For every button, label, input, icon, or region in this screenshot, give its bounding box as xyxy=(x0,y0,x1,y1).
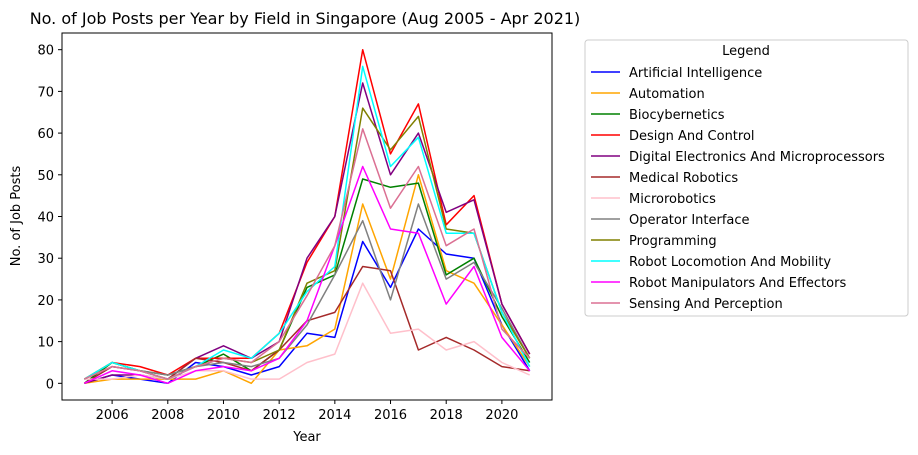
x-tick-label: 2006 xyxy=(96,408,129,423)
legend-item: Automation xyxy=(591,87,705,102)
legend-label: Artificial Intelligence xyxy=(629,66,762,81)
series-line-microrobotics xyxy=(84,282,531,380)
x-tick-label: 2018 xyxy=(430,408,463,423)
legend-item: Digital Electronics And Microprocessors xyxy=(591,150,885,165)
legend-label: Robot Locomotion And Mobility xyxy=(629,255,831,270)
legend-label: Sensing And Perception xyxy=(629,297,783,312)
x-tick-label: 2014 xyxy=(318,408,351,423)
legend-label: Automation xyxy=(629,87,705,102)
legend-items: Artificial Intelligence Automation Biocybe… xyxy=(591,66,885,312)
series-line-robot-locomotion-and-mobility xyxy=(83,65,531,380)
x-tick-label: 2012 xyxy=(263,408,296,423)
legend-item: Medical Robotics xyxy=(591,171,738,186)
x-axis-title: Year xyxy=(292,430,321,445)
legend-item: Operator Interface xyxy=(591,213,750,228)
y-tick-label: 50 xyxy=(37,169,54,184)
legend-item: Robot Locomotion And Mobility xyxy=(591,255,831,270)
legend-label: Biocybernetics xyxy=(629,108,725,123)
legend-label: Robot Manipulators And Effectors xyxy=(629,276,846,291)
legend-label: Medical Robotics xyxy=(629,171,738,186)
y-tick-label: 70 xyxy=(37,85,54,100)
series-line-artificial-intelligence xyxy=(84,228,531,385)
y-tick-label: 0 xyxy=(46,377,54,392)
legend-item: Biocybernetics xyxy=(591,108,725,123)
legend-item: Artificial Intelligence xyxy=(591,66,762,81)
x-axis-ticks: 2006 2008 2010 2012 2014 2016 2018 2020 xyxy=(96,400,518,423)
y-tick-label: 40 xyxy=(37,211,54,226)
series-line-programming xyxy=(83,107,531,380)
series-lines xyxy=(83,48,531,385)
series-line-sensing-and-perception xyxy=(83,128,531,380)
y-tick-label: 20 xyxy=(37,294,54,309)
chart-title: No. of Job Posts per Year by Field in Si… xyxy=(30,9,581,28)
legend-label: Microrobotics xyxy=(629,192,716,207)
legend-title: Legend xyxy=(722,44,770,59)
legend: Legend Artificial Intelligence Automation… xyxy=(584,39,909,317)
legend-box xyxy=(584,39,909,317)
legend-label: Operator Interface xyxy=(629,213,750,228)
x-tick-label: 2016 xyxy=(374,408,407,423)
legend-item: Design And Control xyxy=(591,129,755,144)
legend-label: Digital Electronics And Microprocessors xyxy=(629,150,885,165)
series-line-design-and-control xyxy=(83,48,531,380)
legend-label: Design And Control xyxy=(629,129,755,144)
y-axis-title: No. of Job Posts xyxy=(9,166,24,267)
series-line-operator-interface xyxy=(83,203,531,380)
y-axis-ticks: 0 10 20 30 40 50 60 70 80 xyxy=(37,44,62,392)
series-line-robot-manipulators-and-effectors xyxy=(83,165,531,385)
legend-item: Sensing And Perception xyxy=(591,297,783,312)
legend-item: Robot Manipulators And Effectors xyxy=(591,276,846,291)
legend-item: Microrobotics xyxy=(591,192,716,207)
series-line-automation xyxy=(84,174,531,385)
y-tick-label: 30 xyxy=(37,252,54,267)
y-tick-label: 10 xyxy=(37,336,54,351)
x-tick-label: 2010 xyxy=(207,408,240,423)
legend-item: Programming xyxy=(591,234,717,249)
x-tick-label: 2008 xyxy=(151,408,184,423)
legend-label: Programming xyxy=(629,234,717,249)
y-tick-label: 60 xyxy=(37,127,54,142)
y-tick-label: 80 xyxy=(37,44,54,59)
x-tick-label: 2020 xyxy=(485,408,518,423)
